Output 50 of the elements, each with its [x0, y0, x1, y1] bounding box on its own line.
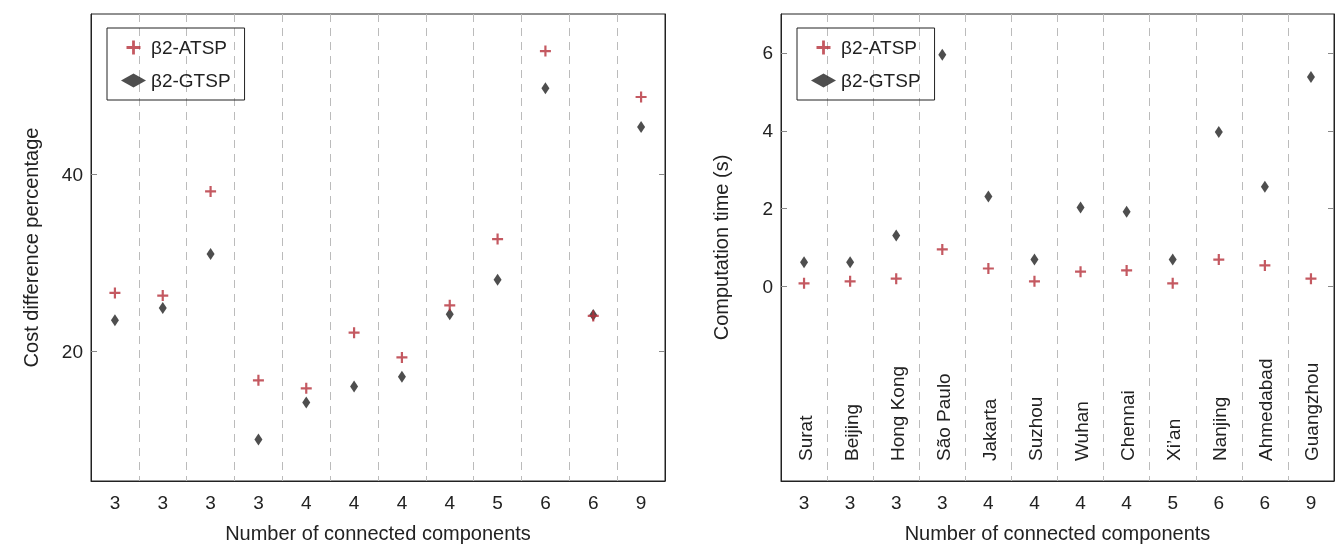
x-tick-label: 4 — [1029, 492, 1041, 513]
x-tick-label: 9 — [1305, 492, 1317, 513]
annotation: Nanjing — [1209, 396, 1231, 461]
x-tick-label: 6 — [540, 492, 551, 513]
y-tick-label: 40 — [61, 164, 83, 186]
x-tick-label: 6 — [587, 492, 599, 513]
x-tick-label: 4 — [396, 492, 408, 513]
annotation: Wuhan — [1071, 401, 1093, 461]
y-tick-label: 20 — [61, 340, 83, 362]
y-tick-label: 4 — [762, 120, 774, 142]
x-tick-label: 3 — [844, 492, 856, 513]
y-tick-label: 0 — [762, 275, 773, 297]
x-tick-label: 6 — [1259, 492, 1271, 513]
x-tick-label: 3 — [157, 492, 169, 513]
y-tick-label: 6 — [762, 42, 773, 64]
annotation: Guangzhou — [1301, 362, 1323, 461]
x-tick-label: 4 — [1121, 492, 1133, 513]
annotation: Suzhou — [1024, 396, 1046, 461]
x-tick-label: 3 — [798, 492, 810, 513]
x-tick-label: 4 — [1075, 492, 1087, 513]
annotation: Jakarta — [978, 398, 1000, 461]
legend-label: β2-ATSP — [151, 37, 228, 58]
annotation: Hong Kong — [886, 365, 908, 461]
x-axis-title: Number of connected components — [904, 522, 1211, 544]
x-tick-label: 3 — [205, 492, 216, 513]
y-axis-title: Computation time (s) — [710, 154, 732, 341]
x-tick-label: 5 — [492, 492, 503, 513]
x-tick-label: 4 — [300, 492, 312, 513]
x-tick-label: 9 — [635, 492, 647, 513]
x-tick-label: 3 — [937, 492, 948, 513]
annotation: Surat — [794, 414, 816, 461]
x-tick-label: 3 — [253, 492, 264, 513]
y-axis-title: Cost difference percentage — [20, 127, 42, 368]
annotation: Xi’an — [1163, 418, 1185, 461]
annotation: Ahmedabad — [1255, 358, 1277, 461]
y-tick-label: 2 — [762, 198, 773, 220]
x-axis-title: Number of connected components — [225, 522, 531, 544]
x-tick-label: 3 — [109, 492, 121, 513]
x-tick-label: 6 — [1213, 492, 1225, 513]
annotation: São Paulo — [932, 373, 954, 461]
annotation: Beijing — [840, 403, 862, 461]
legend-label: β2-ATSP — [841, 37, 918, 58]
x-tick-label: 4 — [444, 492, 456, 513]
x-tick-label: 5 — [1167, 492, 1178, 513]
legend-label: β2-GTSP — [151, 70, 231, 91]
legend-label: β2-GTSP — [841, 70, 921, 91]
annotation: Chennai — [1117, 390, 1139, 461]
x-tick-label: 4 — [348, 492, 360, 513]
x-tick-label: 3 — [890, 492, 902, 513]
x-tick-label: 4 — [983, 492, 995, 513]
